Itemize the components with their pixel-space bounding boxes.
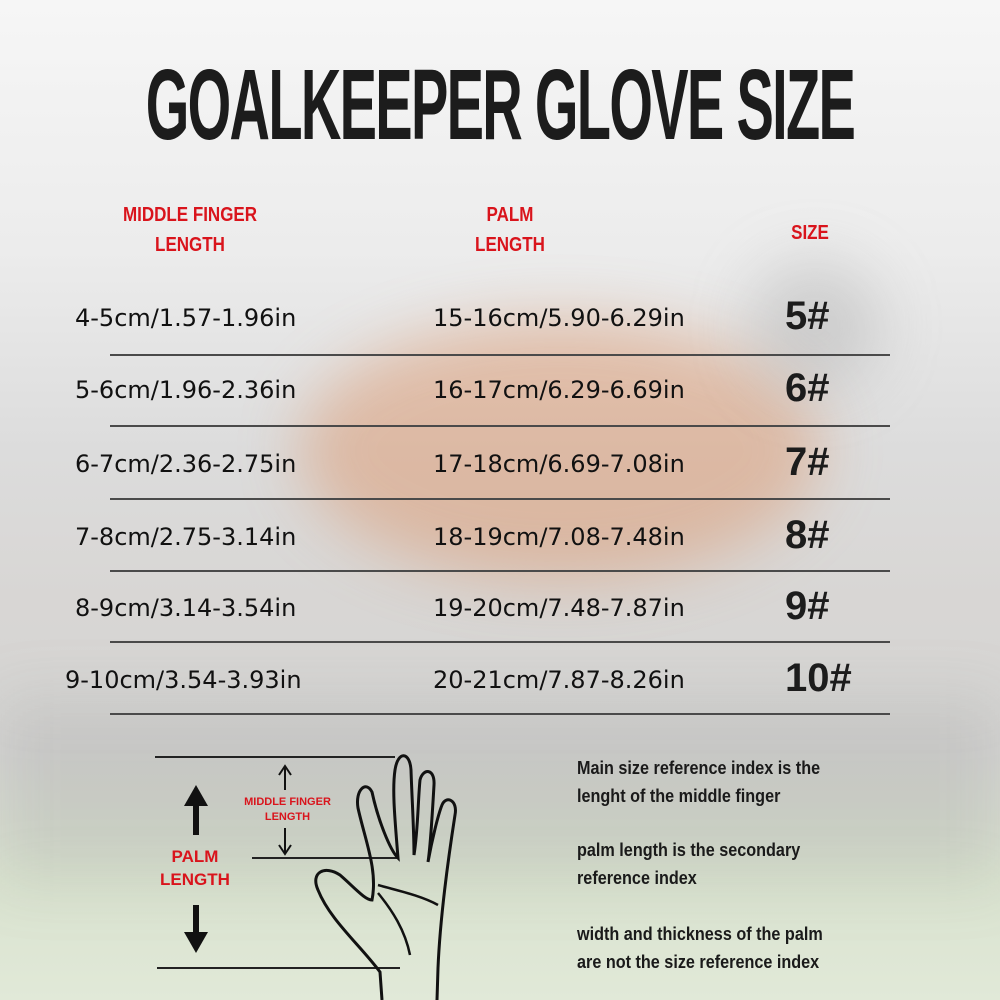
size-cell: 9# (785, 584, 830, 628)
palm-length-cell: 19-20cm/7.48-7.87in (433, 594, 685, 622)
finger-length-cell: 8-9cm/3.14-3.54in (75, 594, 297, 622)
page-title: GOALKEEPER GLOVE SIZE (145, 49, 856, 161)
size-cell: 7# (785, 440, 830, 484)
size-cell: 6# (785, 366, 830, 410)
palm-length-cell: 17-18cm/6.69-7.08in (433, 450, 685, 478)
row-divider (110, 570, 890, 572)
background-ball (750, 260, 880, 390)
palm-length-cell: 15-16cm/5.90-6.29in (433, 304, 685, 332)
note-not-index: width and thickness of the palm are not … (577, 924, 823, 972)
finger-length-cell: 7-8cm/2.75-3.14in (75, 523, 297, 551)
row-divider (110, 425, 890, 427)
finger-length-cell: 5-6cm/1.96-2.36in (75, 376, 297, 404)
row-divider (110, 713, 890, 715)
background-player (300, 320, 820, 580)
header-size: SIZE (791, 222, 829, 244)
palm-length-cell: 16-17cm/6.29-6.69in (433, 376, 685, 404)
note-secondary-index: palm length is the secondary reference i… (577, 840, 801, 888)
hand-outline (314, 754, 457, 1000)
palm-length-arrow (184, 785, 208, 953)
diagram-palm-label: PALM LENGTH (160, 847, 230, 889)
diagram-finger-label: MIDDLE FINGER LENGTH (244, 796, 331, 823)
row-divider (110, 498, 890, 500)
header-middle-finger: MIDDLE FINGER LENGTH (122, 204, 258, 256)
finger-length-arrow (278, 764, 292, 856)
palm-length-cell: 18-19cm/7.08-7.48in (433, 523, 685, 551)
size-cell: 8# (785, 513, 830, 557)
header-palm: PALM LENGTH (475, 204, 545, 256)
finger-length-cell: 9-10cm/3.54-3.93in (65, 666, 302, 694)
size-cell: 5# (785, 294, 830, 338)
row-divider (110, 641, 890, 643)
finger-length-cell: 6-7cm/2.36-2.75in (75, 450, 297, 478)
finger-length-cell: 4-5cm/1.57-1.96in (75, 304, 297, 332)
note-main-index: Main size reference index is the lenght … (577, 758, 821, 806)
background-crowd (0, 700, 1000, 880)
palm-length-cell: 20-21cm/7.87-8.26in (433, 666, 685, 694)
size-cell: 10# (785, 656, 852, 700)
row-divider (110, 354, 890, 356)
